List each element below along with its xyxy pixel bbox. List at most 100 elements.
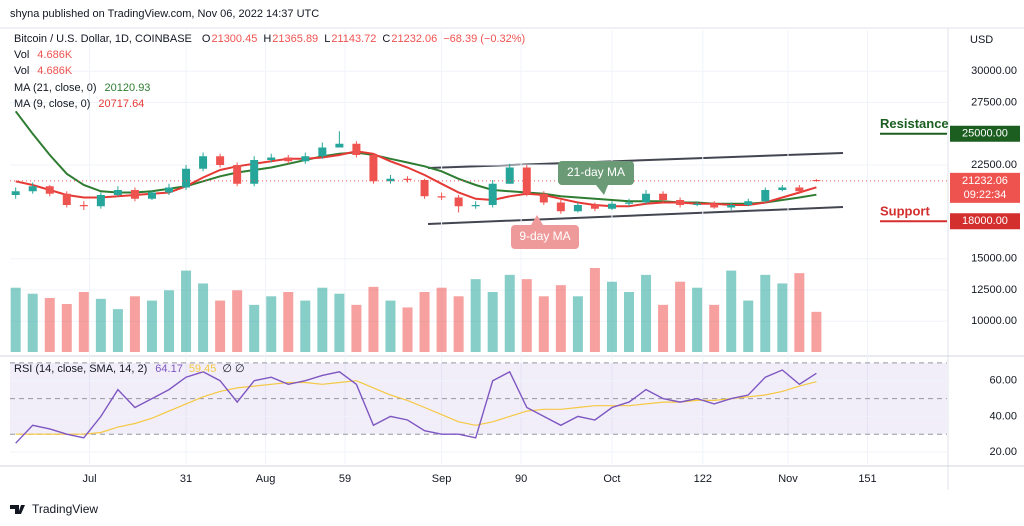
channel-lower (427, 206, 844, 225)
vol-legend-value: 4.686K (37, 49, 73, 61)
price-tag (950, 172, 1020, 203)
volume-bar (658, 304, 669, 352)
volume-bar (572, 296, 583, 352)
candle-body (335, 143, 344, 148)
y-tick-label: 12500.00 (971, 284, 1017, 296)
volume-bar (334, 293, 345, 352)
symbol: Bitcoin / U.S. Dollar, 1D, COINBASE (14, 33, 192, 45)
rsi-value: 64.17 (155, 363, 183, 375)
candle-body (233, 165, 242, 184)
volume-bar (61, 304, 72, 352)
candle-body (28, 186, 37, 192)
candle-body (250, 160, 259, 184)
candle-body (727, 205, 736, 208)
candle-body (45, 186, 54, 194)
volume-bar (112, 309, 123, 352)
candle-body (710, 203, 719, 208)
logo (10, 505, 25, 514)
ma21-value: 20120.93 (105, 82, 151, 94)
candle-body (624, 202, 633, 204)
volume-bar (589, 268, 600, 352)
rsi-tick-label: 40.00 (989, 410, 1017, 422)
ma-tag (558, 161, 634, 185)
ma9-value: 20717.64 (98, 98, 144, 110)
volume-bar (811, 311, 822, 352)
rsi-tick-label: 60.00 (989, 375, 1017, 387)
ohlc-value: 21232.06 (391, 33, 437, 45)
candle-body (539, 193, 548, 203)
volume-bar (692, 287, 703, 352)
candle-body (642, 193, 651, 203)
ma-tag-pointer (531, 215, 543, 225)
x-tick-label: 151 (858, 473, 876, 485)
price-tag-label: 21232.06 (962, 175, 1008, 187)
footer-brand: TradingView (32, 502, 98, 516)
volume-bar (675, 281, 686, 352)
y-tick-label: 10000.00 (971, 315, 1017, 327)
candle-body (113, 190, 122, 195)
y-tick-label: 22500.00 (971, 159, 1017, 171)
countdown: 09:22:34 (964, 189, 1007, 201)
ma-tag-label: 9-day MA (519, 229, 570, 243)
x-tick-label: Aug (256, 473, 276, 485)
candle-body (454, 197, 463, 207)
candle-body (590, 205, 599, 209)
ohlc-letter: C (382, 33, 390, 45)
level-label: Resistance (880, 116, 949, 131)
volume-bar (709, 304, 720, 352)
ohlc-letter: L (324, 33, 330, 45)
candle-body (403, 178, 412, 180)
level-tag-label: 18000.00 (962, 215, 1008, 227)
volume-bar (794, 273, 805, 352)
volume-bar (726, 270, 737, 352)
volume-bar (487, 292, 498, 352)
candle-body (676, 200, 685, 205)
candle-body (437, 196, 446, 198)
volume-bar (300, 300, 311, 352)
currency: USD (970, 34, 993, 46)
volume-bar (283, 292, 294, 352)
candle-body (386, 178, 395, 182)
volume-bar (777, 283, 788, 352)
candle-body (505, 167, 514, 184)
y-tick-label: 15000.00 (971, 253, 1017, 265)
volume-bar (249, 304, 260, 352)
candle-body (812, 179, 821, 181)
volume-bar (44, 298, 55, 352)
level-label: Support (880, 204, 930, 219)
volume-bar (521, 279, 532, 352)
ohlc-value: 21365.89 (272, 33, 318, 45)
volume-bar (351, 304, 362, 352)
ohlc-letter: H (263, 33, 271, 45)
x-tick-label: 59 (339, 473, 351, 485)
candle-body (182, 168, 191, 188)
rsi-empty: ∅ ∅ (222, 363, 244, 375)
volume-bar (368, 286, 379, 352)
candle-body (301, 156, 310, 162)
ma-tag-pointer (596, 185, 608, 195)
candle-body (216, 156, 225, 165)
candle-body (573, 205, 582, 212)
x-tick-label: 31 (180, 473, 192, 485)
y-tick-label: 30000.00 (971, 65, 1017, 77)
candle-body (471, 205, 480, 207)
candle-body (284, 157, 293, 162)
candle-body (778, 187, 787, 190)
x-tick-label: 122 (694, 473, 712, 485)
volume-bar (641, 274, 652, 352)
candle-body (488, 183, 497, 205)
candle-body (352, 143, 361, 155)
candle-body (130, 190, 139, 199)
x-tick-label: Jul (82, 473, 96, 485)
candle-body (165, 187, 174, 193)
volume-bar (419, 292, 430, 352)
ohlc-value: 21143.72 (331, 33, 376, 45)
x-tick-label: 90 (515, 473, 527, 485)
volume-bar (10, 287, 21, 352)
level-tag (950, 125, 1020, 142)
volume-bar (504, 274, 515, 352)
ohlc-letter: O (202, 33, 211, 45)
volume-bar (538, 296, 549, 352)
candle-body (761, 190, 770, 202)
